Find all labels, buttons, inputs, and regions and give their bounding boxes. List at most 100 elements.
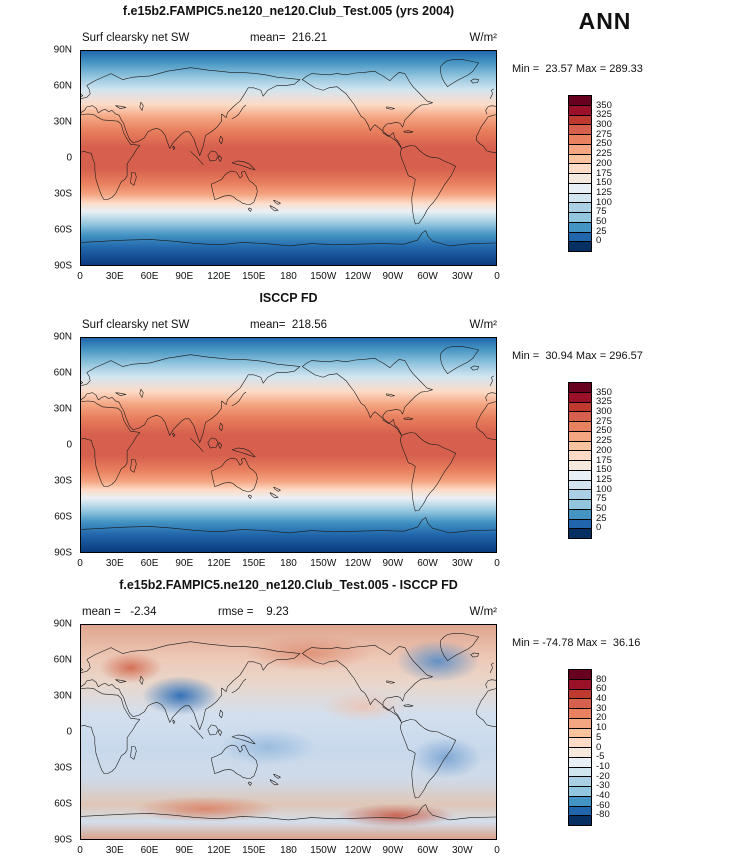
colorbar-tick-label: 10 [596,722,607,734]
colorbar-box [569,460,591,470]
variable-label: Surf clearsky net SW [82,32,190,44]
colorbar-box [569,421,591,431]
diff-map [80,624,497,840]
colorbar-box [569,430,591,441]
colorbar-tick-label: 250 [596,425,612,437]
lat-tick-label: 60N [53,80,72,92]
panel-obs: ISCCP FD Surf clearsky net SW mean= 218.… [0,287,733,574]
mean-value: mean= 216.21 [249,32,328,44]
lon-tick-label: 0 [494,845,500,856]
obs-map [80,337,497,553]
colorbar-box [569,202,591,212]
lon-tick-label: 120W [344,271,372,282]
colorbar-tick-label: 325 [596,109,612,121]
season-label: ANN [578,8,632,34]
colorbar-tick-label: 275 [596,415,612,427]
coastline-overlay [81,346,496,534]
colorbar-tick-label: 250 [596,138,612,150]
colorbar-box [569,737,591,747]
colorbar-box [569,134,591,144]
colorbar-tick-label: -30 [596,780,610,792]
colorbar-tick-label: -40 [596,789,610,801]
lat-tick-label: 60N [53,654,72,666]
panel-model: f.e15b2.FAMPIC5.ne120_ne120.Club_Test.00… [0,0,733,287]
lon-tick-label: 30E [105,558,124,569]
colorbar-box [569,756,591,767]
lon-tick-label: 150W [310,271,337,282]
lat-tick-label: 30S [54,762,72,774]
lon-tick-label: 30W [451,558,473,569]
colorbar-box [569,670,591,679]
colorbar-tick-label: 50 [596,215,607,227]
model-map [80,50,497,266]
lat-axis: 90N 60N 30N 0 30S 60S 90S [40,619,76,846]
colorbar-tick-label: -5 [596,751,605,763]
colorbar [568,669,592,826]
colorbar-box [569,124,591,134]
lat-tick-label: 90N [53,331,72,343]
lon-tick-label: 60W [417,271,438,282]
colorbar-tick-label: 125 [596,473,612,485]
lon-tick-label: 60W [417,558,438,569]
colorbar-tick-label: 60 [596,683,607,695]
panel-title: ISCCP FD [259,291,318,305]
colorbar-box [569,173,591,183]
colorbar-tick-label: 300 [596,119,612,131]
colorbar-tick-label: 50 [596,502,607,514]
lon-tick-label: 30W [451,845,473,856]
colorbar-box [569,212,591,222]
stats-minmax: Min = 30.94 Max = 296.57 [512,350,643,362]
colorbar-box [569,698,591,708]
lat-axis: 90N 60N 30N 0 30S 60S 90S [40,45,76,272]
lon-tick-label: 120E [207,845,231,856]
lat-tick-label: 30N [53,403,72,415]
colorbar-tick-label: 150 [596,464,612,476]
colorbar-tick-label: 350 [596,386,612,398]
colorbar-box [569,153,591,164]
colorbar-tick-label: 75 [596,493,607,505]
colorbar-box [569,499,591,509]
colorbar-tick-label: 0 [596,235,602,247]
colorbar-tick-label: -60 [596,799,610,811]
colorbar [568,95,592,252]
lat-tick-label: 0 [66,439,72,451]
colorbar-box [569,450,591,460]
lon-tick-label: 60W [417,845,438,856]
colorbar-tick-label: 75 [596,206,607,218]
colorbar-tick-label: 25 [596,225,607,237]
colorbar-box [569,528,591,538]
colorbar-box [569,104,591,115]
lat-tick-label: 90S [54,834,72,846]
lon-tick-label: 180 [280,271,297,282]
colorbar-box [569,766,591,777]
lon-tick-label: 30E [105,845,124,856]
lon-tick-label: 120E [207,271,231,282]
lat-tick-label: 90N [53,44,72,56]
colorbar-tick-label: 25 [596,512,607,524]
colorbar-box [569,786,591,796]
colorbar-tick-label: 350 [596,99,612,111]
colorbar-box [569,815,591,825]
lon-tick-label: 150E [242,845,266,856]
colorbar-tick-label: 0 [596,741,602,753]
colorbar-tick-label: 40 [596,693,607,705]
colorbar [568,382,592,539]
colorbar-box [569,114,591,125]
colorbar-box [569,747,591,757]
colorbar-box [569,143,591,154]
lon-tick-label: 30W [451,271,473,282]
colorbar-box [569,518,591,529]
lat-tick-label: 30N [53,116,72,128]
colorbar-tick-label: 100 [596,196,612,208]
lat-axis: 90N 60N 30N 0 30S 60S 90S [40,332,76,559]
lon-tick-label: 0 [77,845,83,856]
colorbar-tick-label: 175 [596,454,612,466]
colorbar-box [569,383,591,392]
colorbar-tick-label: 325 [596,396,612,408]
mean-value: mean= 218.56 [249,319,328,331]
colorbar-box [569,708,591,718]
lon-tick-label: 0 [77,558,83,569]
colorbar-box [569,241,591,251]
lon-tick-label: 60E [140,558,159,569]
lon-tick-label: 0 [494,558,500,569]
